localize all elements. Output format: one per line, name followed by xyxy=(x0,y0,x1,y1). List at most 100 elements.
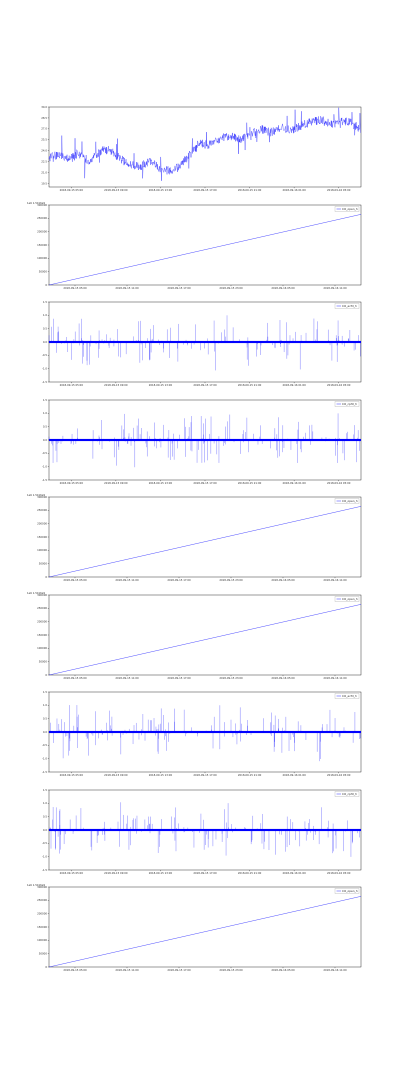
y-tick-label: 100000 xyxy=(37,938,47,942)
x-tick-label: 2018-09-15 09:00 xyxy=(104,188,128,192)
legend-box xyxy=(334,498,360,504)
legend: CO_ecfd_h xyxy=(334,303,360,309)
legend: CO_cpht_h xyxy=(334,401,360,407)
chart-svg: 0 50000 100000 150000 200000 250000 300000 2018… xyxy=(27,591,362,680)
x-tick-label: 2018-09-15 21:00 xyxy=(238,383,262,387)
y-tick-label: 100000 xyxy=(37,646,47,650)
y-tick-label: 0.0 xyxy=(43,340,47,344)
y-tick-label: 150000 xyxy=(37,535,47,539)
series-line xyxy=(48,214,362,286)
y-tick-label: 150000 xyxy=(37,633,47,637)
chart-svg: 0 50000 100000 150000 200000 250000 300000 2018… xyxy=(27,493,362,582)
x-tick-label: 2018-09-15 21:00 xyxy=(238,773,262,777)
chart-panel-7: -1.5 -1.0 -0.5 0.0 0.5 1.0 1.5 2018-09-15 05:00… xyxy=(0,682,400,778)
legend-label: CO_open_h xyxy=(342,499,358,503)
x-tick-label: 2018-09-15 17:00 xyxy=(193,773,217,777)
chart-panel-6: 0 50000 100000 150000 200000 250000 300000 2018… xyxy=(0,585,400,681)
plot-frame xyxy=(48,204,362,286)
x-tick-label: 2018-09-15 11:00 xyxy=(115,968,139,972)
y-tick-label: 0.0 xyxy=(43,438,47,442)
y-tick-label: 22.5 xyxy=(41,159,47,163)
chart-panel-4: -1.5 -1.0 -0.5 0.0 0.5 1.0 1.5 2018-09-15 05:00… xyxy=(0,390,400,486)
legend-label: CO_open_h xyxy=(342,597,358,601)
legend: CO_open_h xyxy=(334,498,360,504)
x-tick-label: 2018-09-16 11:00 xyxy=(323,578,347,582)
x-tick-label: 2018-09-15 05:00 xyxy=(63,286,87,290)
x-tick-label: 2018-09-15 13:00 xyxy=(149,383,173,387)
x-tick-label: 2018-09-15 05:00 xyxy=(60,383,84,387)
legend-box xyxy=(334,888,360,894)
x-tick-label: 2018-09-15 23:00 xyxy=(219,968,243,972)
series-band xyxy=(49,438,361,442)
series-line xyxy=(48,896,362,968)
x-tick-label: 2018-09-16 05:00 xyxy=(327,773,351,777)
x-tick-label: 2018-09-15 05:00 xyxy=(63,676,87,680)
y-tick-label: 0 xyxy=(45,673,47,677)
y-tick-label: 250000 xyxy=(37,508,47,512)
y-tick-label: -0.5 xyxy=(42,451,47,455)
x-tick-label: 2018-09-15 05:00 xyxy=(60,481,84,485)
series-line xyxy=(48,107,362,181)
x-tick-label: 2018-09-15 17:00 xyxy=(167,676,191,680)
y-tick-label: -1.0 xyxy=(42,855,47,859)
x-tick-label: 2018-09-15 09:00 xyxy=(104,481,128,485)
x-tick-label: 2018-09-16 11:00 xyxy=(323,676,347,680)
y-tick-label: 1.0 xyxy=(43,313,47,317)
y-tick-label: 100000 xyxy=(37,256,47,260)
y-tick-label: 100000 xyxy=(37,548,47,552)
legend-box xyxy=(334,206,360,212)
y-tick-label: -1.0 xyxy=(42,757,47,761)
y-tick-label: 50000 xyxy=(39,952,48,956)
y-tick-label: 200000 xyxy=(37,230,47,234)
x-tick-label: 2018-09-15 11:00 xyxy=(115,286,139,290)
x-tick-label: 2018-09-15 17:00 xyxy=(193,481,217,485)
y-tick-label: 0 xyxy=(45,965,47,969)
series-line xyxy=(48,315,361,371)
x-tick-label: 2018-09-15 05:00 xyxy=(60,871,84,875)
y-tick-label: 19.5 xyxy=(41,181,47,185)
x-tick-label: 2018-09-15 13:00 xyxy=(149,871,173,875)
series-spikes xyxy=(50,705,361,762)
legend-label: CO_open_h xyxy=(342,207,358,211)
chart-svg: 19.5 21.0 22.5 24.0 25.5 27.0 28.5 30.0 2018-09-… xyxy=(41,105,362,192)
y-tick-label: 50000 xyxy=(39,562,48,566)
series-spikes xyxy=(49,802,360,857)
y-tick-label: 300000 xyxy=(37,885,47,889)
legend: CO_open_h xyxy=(334,206,360,212)
x-tick-label: 2018-09-16 11:00 xyxy=(323,286,347,290)
offset-label: 1e6 1.5416e9 xyxy=(27,591,45,595)
legend-label: CO_ecfd_h xyxy=(342,694,357,698)
y-tick-label: 300000 xyxy=(37,593,47,597)
offset-label: 1e6 1.5416e9 xyxy=(27,201,45,205)
chart-panel-3: -1.5 -1.0 -0.5 0.0 0.5 1.0 1.5 2018-09-15 05:00… xyxy=(0,292,400,388)
x-tick-label: 2018-09-16 01:00 xyxy=(282,188,306,192)
y-tick-label: 200000 xyxy=(37,912,47,916)
y-tick-label: -1.0 xyxy=(42,367,47,371)
series-line xyxy=(48,413,361,468)
offset-label: 1e6 1.5416e9 xyxy=(27,883,45,887)
y-tick-label: -0.5 xyxy=(42,353,47,357)
chart-panel-2: 0 50000 100000 150000 200000 250000 300000 2018… xyxy=(0,195,400,291)
y-tick-label: 0.0 xyxy=(43,828,47,832)
x-tick-label: 2018-09-16 05:00 xyxy=(271,286,295,290)
chart-svg: 0 50000 100000 150000 200000 250000 300000 2018… xyxy=(27,201,362,290)
x-tick-label: 2018-09-15 23:00 xyxy=(219,578,243,582)
x-tick-label: 2018-09-15 05:00 xyxy=(60,773,84,777)
legend: CO_open_h xyxy=(334,596,360,602)
y-tick-label: 0.5 xyxy=(43,327,47,331)
chart-panel-9: 0 50000 100000 150000 200000 250000 300000 2018… xyxy=(0,877,400,973)
y-tick-label: 1.0 xyxy=(43,703,47,707)
x-tick-label: 2018-09-15 17:00 xyxy=(167,286,191,290)
y-tick-label: 250000 xyxy=(37,606,47,610)
plot-frame xyxy=(48,594,362,676)
y-tick-label: 0.5 xyxy=(43,717,47,721)
y-tick-label: -1.0 xyxy=(42,465,47,469)
x-tick-label: 2018-09-16 05:00 xyxy=(327,481,351,485)
x-tick-label: 2018-09-15 05:00 xyxy=(63,578,87,582)
x-tick-label: 2018-09-15 09:00 xyxy=(104,871,128,875)
x-tick-label: 2018-09-16 05:00 xyxy=(271,676,295,680)
x-tick-label: 2018-09-16 01:00 xyxy=(282,871,306,875)
x-tick-label: 2018-09-15 05:00 xyxy=(63,968,87,972)
y-tick-label: 24.0 xyxy=(41,149,47,153)
y-tick-label: 0.0 xyxy=(43,730,47,734)
